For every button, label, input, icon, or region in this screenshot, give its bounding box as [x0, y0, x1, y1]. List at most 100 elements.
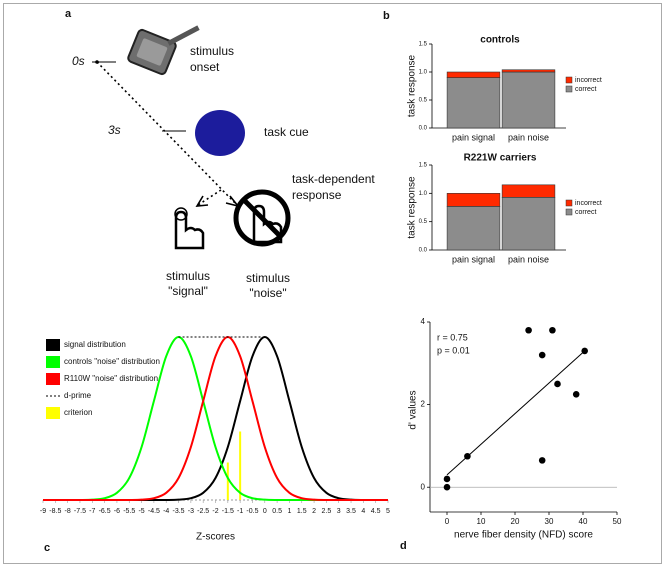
- x-tick-label: pain noise: [508, 132, 549, 142]
- data-point: [443, 475, 451, 483]
- y-tick-label: 2: [421, 400, 426, 409]
- x-tick-label: 1.5: [297, 508, 307, 515]
- y-tick-label: 0: [421, 482, 426, 491]
- x-tick-label: -4.5: [148, 508, 160, 515]
- bar-segment: [501, 197, 556, 251]
- legend-label: incorrect: [575, 77, 602, 84]
- legend-label: R110W "noise" distribution: [64, 374, 158, 383]
- y-tick-label: 1.0: [419, 191, 428, 197]
- x-tick-label: -2: [212, 508, 218, 515]
- legend-label: signal distribution: [64, 340, 126, 349]
- frame: [3, 3, 662, 564]
- x-tick-label: 50: [613, 517, 622, 526]
- x-tick-label: -7.5: [74, 508, 86, 515]
- legend-swatch: [565, 208, 573, 216]
- legend-swatch: [46, 407, 60, 419]
- x-axis-label: nerve fiber density (NFD) score: [454, 530, 593, 541]
- legend-label: controls "noise" distribution: [64, 357, 160, 366]
- diagram-label: onset: [190, 60, 220, 74]
- legend-label: incorrect: [575, 200, 602, 207]
- arrow-head: [225, 195, 241, 208]
- x-tick-label: 1: [287, 508, 291, 515]
- x-tick-label: -9: [40, 508, 46, 515]
- x-tick-label: -1: [237, 508, 243, 515]
- data-point: [549, 326, 556, 334]
- legend-swatch: [565, 199, 573, 207]
- bar-segment: [446, 206, 501, 251]
- data-point: [538, 351, 546, 359]
- x-tick-label: 5: [386, 508, 390, 515]
- panel-label: b: [383, 10, 390, 22]
- x-tick-label: -4: [163, 508, 169, 515]
- x-tick-label: -3.5: [173, 508, 185, 515]
- diagram-label: "signal": [168, 284, 208, 298]
- chart-title: R221W carriers: [464, 153, 537, 164]
- x-tick-label: -8: [65, 508, 71, 515]
- diagram-label: stimulus: [246, 271, 290, 285]
- arrow-head: [195, 195, 209, 207]
- diagram-label: stimulus: [190, 44, 234, 58]
- y-tick-label: 0.5: [419, 219, 428, 225]
- y-tick-label: 0.0: [419, 126, 428, 132]
- annotation: p = 0.01: [437, 345, 470, 355]
- data-point: [538, 457, 546, 464]
- diagram-label: task-dependent: [292, 172, 375, 186]
- data-point: [464, 452, 471, 460]
- data-point: [525, 326, 532, 334]
- x-tick-label: -6: [114, 508, 120, 515]
- x-tick-label: 2: [312, 508, 316, 515]
- legend-label: correct: [575, 86, 596, 93]
- no-hand-icon: [233, 189, 291, 247]
- y-tick-label: 4: [421, 317, 426, 326]
- x-tick-label: 30: [545, 517, 554, 526]
- time-label: 0s: [72, 54, 85, 68]
- x-tick-label: 3: [337, 508, 341, 515]
- y-tick-label: 1.5: [419, 163, 428, 169]
- x-tick-label: pain signal: [452, 132, 495, 142]
- distribution-curve: [42, 335, 388, 502]
- panel-label: d: [400, 540, 407, 552]
- hand-icon: [174, 207, 205, 250]
- x-tick-label: 0: [445, 517, 450, 526]
- y-tick-label: 0.0: [419, 248, 428, 254]
- x-tick-label: 4.5: [371, 508, 381, 515]
- x-tick-label: 40: [579, 517, 588, 526]
- bar-segment: [446, 193, 501, 207]
- diagram-label: stimulus: [166, 269, 210, 283]
- x-axis-label: Z-scores: [196, 532, 235, 543]
- diagram-label: response: [292, 188, 342, 202]
- legend-label: correct: [575, 209, 596, 216]
- y-tick-label: 0.5: [419, 98, 428, 104]
- x-tick-label: -2.5: [197, 508, 209, 515]
- x-tick-label: 2.5: [322, 508, 332, 515]
- x-tick-label: 3.5: [346, 508, 356, 515]
- legend-swatch: [46, 373, 60, 385]
- x-tick-label: 4: [361, 508, 365, 515]
- diagram-label: task cue: [264, 125, 309, 139]
- legend-label: d-prime: [64, 391, 92, 400]
- stimulator-icon: [127, 25, 200, 76]
- data-point: [554, 380, 561, 388]
- bar-segment: [501, 69, 556, 73]
- x-tick-label: -3: [188, 508, 194, 515]
- y-tick-label: 1.5: [419, 42, 428, 48]
- diagram: 0s stimulus onset 3s task cue task-depen…: [72, 25, 375, 300]
- x-tick-label: pain noise: [508, 254, 549, 264]
- bar-segment: [501, 184, 556, 198]
- x-tick-label: -1.5: [222, 508, 234, 515]
- chart-title: controls: [480, 35, 520, 46]
- x-tick-label: -6.5: [99, 508, 111, 515]
- bar-segment: [501, 71, 556, 129]
- x-tick-label: -7: [89, 508, 95, 515]
- timeline: [96, 61, 237, 205]
- legend-swatch: [46, 339, 60, 351]
- x-tick-label: 0.5: [272, 508, 282, 515]
- y-tick-label: 1.0: [419, 70, 428, 76]
- data-point: [581, 347, 588, 355]
- bar-segment: [446, 71, 501, 78]
- annotation: r = 0.75: [437, 332, 468, 342]
- panel-label: c: [44, 542, 50, 554]
- x-tick-label: 10: [477, 517, 486, 526]
- x-tick-label: pain signal: [452, 254, 495, 264]
